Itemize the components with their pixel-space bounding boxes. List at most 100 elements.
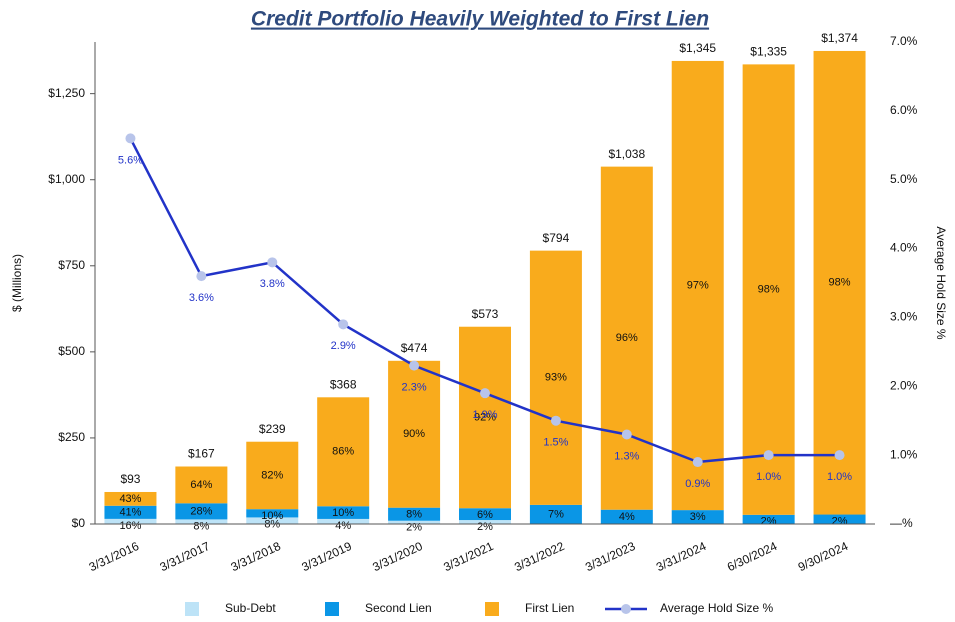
y2-axis-label: Average Hold Size %: [934, 226, 948, 340]
segment-label: 41%: [119, 507, 141, 519]
segment-label: 98%: [829, 277, 851, 289]
bar-segment: [671, 510, 724, 524]
bar-segment: [742, 64, 795, 515]
hold-label: 1.5%: [543, 437, 568, 449]
segment-label: 2%: [406, 522, 422, 534]
total-label: $167: [188, 447, 215, 461]
total-label: $794: [543, 231, 570, 245]
y2-tick-label: —%: [890, 516, 913, 530]
x-tick-label: 6/30/2024: [725, 539, 780, 574]
bar-segment: [600, 509, 653, 524]
hold-label: 1.9%: [472, 409, 497, 421]
segment-label: 3%: [690, 511, 706, 523]
total-label: $239: [259, 422, 286, 436]
hold-marker: [621, 429, 632, 440]
segment-label: 92%: [474, 411, 496, 423]
segment-label: 4%: [619, 511, 635, 523]
segment-label: 28%: [190, 505, 212, 517]
bar-segment: [459, 326, 511, 509]
bar-segment: [388, 520, 441, 524]
segment-label: 86%: [332, 446, 354, 458]
y2-tick-label: 2.0%: [890, 378, 918, 392]
segment-label: 82%: [261, 469, 283, 481]
total-label: $573: [472, 307, 499, 321]
segment-label: 8%: [406, 509, 422, 521]
legend-label: Sub-Debt: [225, 601, 276, 615]
x-tick-label: 3/31/2022: [512, 539, 567, 574]
y-tick-label: $250: [58, 430, 85, 444]
bar-segment: [388, 507, 441, 521]
segment-label: 6%: [477, 509, 493, 521]
bar-segment: [459, 520, 511, 524]
y2-tick-label: 1.0%: [890, 447, 918, 461]
segment-label: 2%: [832, 515, 848, 527]
hold-marker: [480, 388, 490, 399]
bar-segment: [317, 518, 370, 524]
hold-marker: [834, 450, 845, 461]
total-label: $93: [120, 472, 140, 486]
total-label: $1,038: [608, 147, 645, 161]
segment-label: 43%: [119, 493, 141, 505]
bar-segment: [813, 514, 866, 524]
hold-label: 0.9%: [685, 478, 710, 490]
bar-segment: [246, 517, 299, 524]
bar-segment: [104, 505, 157, 519]
segment-label: 93%: [545, 372, 567, 384]
y-tick-label: $500: [58, 344, 85, 358]
y-tick-label: $0: [72, 516, 86, 530]
bar-segment: [317, 506, 370, 519]
hold-marker: [409, 360, 420, 371]
y-tick-label: $1,000: [48, 172, 85, 186]
x-tick-label: 3/31/2017: [158, 539, 213, 574]
hold-marker: [550, 415, 561, 426]
x-tick-label: 9/30/2024: [796, 539, 851, 574]
bar-segment: [317, 397, 370, 507]
hold-label: 1.0%: [756, 471, 781, 483]
total-label: $1,374: [821, 31, 858, 45]
x-tick-label: 3/31/2018: [229, 539, 284, 574]
hold-label: 3.6%: [189, 292, 214, 304]
hold-marker: [338, 319, 349, 330]
segment-label: 98%: [758, 283, 780, 295]
hold-marker: [267, 257, 278, 268]
y2-tick-label: 4.0%: [890, 241, 918, 255]
segment-label: 10%: [261, 510, 283, 522]
bar-segment: [175, 466, 228, 504]
hold-marker: [692, 457, 703, 468]
segment-label: 96%: [616, 332, 638, 344]
y-tick-label: $1,250: [48, 86, 85, 100]
legend-swatch: [325, 602, 339, 616]
y2-tick-label: 3.0%: [890, 310, 918, 324]
bar-segment: [459, 508, 511, 521]
hold-label: 1.0%: [827, 471, 852, 483]
segment-label: 4%: [335, 520, 351, 532]
segment-label: 2%: [477, 521, 493, 533]
y2-tick-label: 7.0%: [890, 34, 918, 48]
hold-label: 2.9%: [331, 340, 356, 352]
legend-marker: [621, 604, 631, 614]
chart-title: Credit Portfolio Heavily Weighted to Fir…: [251, 8, 709, 31]
hold-marker: [763, 450, 774, 461]
x-tick-label: 3/31/2021: [441, 539, 496, 574]
segment-label: 97%: [687, 279, 709, 291]
hold-label: 2.3%: [402, 382, 427, 394]
hold-marker: [196, 271, 207, 282]
x-tick-label: 3/31/2023: [583, 539, 638, 574]
bar-segment: [175, 503, 228, 520]
hold-label: 1.3%: [614, 450, 639, 462]
bar-segment: [388, 360, 441, 508]
bar-segment: [813, 50, 866, 515]
bar-segment: [104, 518, 157, 524]
total-label: $1,335: [750, 45, 787, 59]
y2-tick-label: 6.0%: [890, 103, 918, 117]
bar-segment: [671, 60, 724, 511]
legend-label: Second Lien: [365, 601, 432, 615]
segment-label: 2%: [761, 516, 777, 528]
bar-segment: [175, 519, 228, 524]
legend-swatch: [485, 602, 499, 616]
segment-label: 90%: [403, 428, 425, 440]
x-tick-label: 3/31/2020: [370, 539, 425, 574]
bar-segment: [246, 509, 299, 518]
y2-tick-label: 5.0%: [890, 172, 918, 186]
bar-segment: [104, 491, 157, 506]
